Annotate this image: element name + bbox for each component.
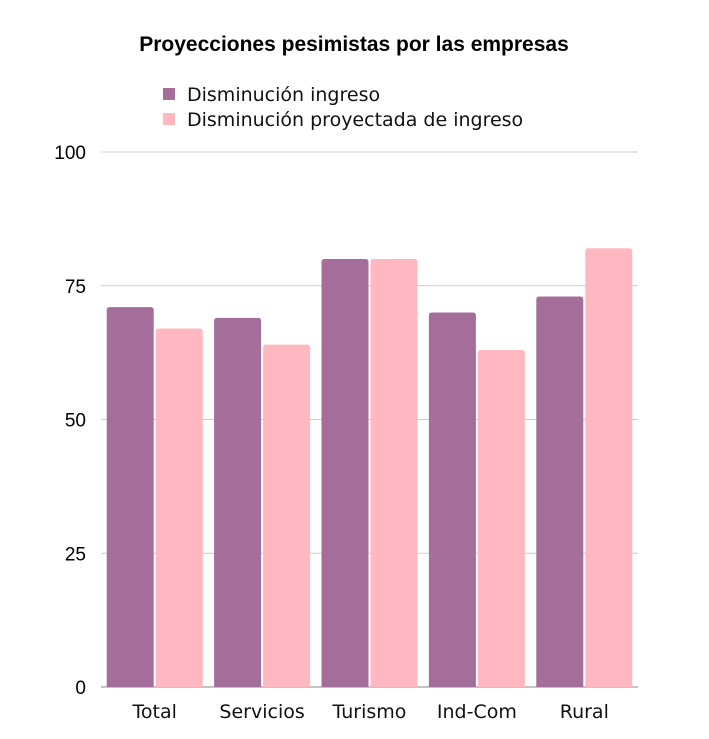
x-tick-label: Turismo	[332, 701, 407, 723]
legend-label-1: Disminución ingreso	[187, 84, 380, 106]
legend-label-2: Disminución proyectada de ingreso	[187, 109, 523, 131]
bar-2-turismo	[370, 259, 418, 687]
bars	[106, 248, 633, 688]
x-tick-label: Ind-Com	[437, 701, 517, 723]
x-axis-labels: Total Servicios Turismo Ind-Com Rural	[132, 701, 609, 723]
x-tick-label: Total	[132, 701, 177, 723]
y-tick-label: 0	[75, 678, 86, 699]
bar-1-total	[106, 307, 154, 687]
bar-2-ind-com	[477, 349, 525, 687]
chart-title: Proyecciones pesimistas por las empresas	[139, 33, 569, 56]
legend-item-2: Disminución proyectada de ingreso	[163, 109, 523, 131]
y-axis-ticks: 0 25 50 75 100	[54, 143, 86, 699]
bar-1-rural	[536, 296, 584, 687]
bar-1-ind-com	[428, 312, 476, 687]
y-tick-label: 25	[65, 544, 86, 565]
bar-1-turismo	[321, 259, 369, 687]
x-tick-label: Servicios	[219, 701, 304, 723]
y-tick-label: 100	[54, 143, 86, 164]
legend-item-1: Disminución ingreso	[163, 84, 380, 106]
bar-1-servicios	[214, 317, 262, 687]
x-tick-label: Rural	[560, 701, 609, 723]
y-tick-label: 50	[65, 411, 86, 432]
bar-2-total	[155, 328, 203, 687]
y-tick-label: 75	[65, 277, 86, 298]
bar-2-rural	[585, 248, 633, 688]
legend: Disminución ingreso Disminución proyecta…	[163, 84, 523, 131]
bar-2-servicios	[263, 344, 311, 687]
legend-swatch-1	[163, 88, 175, 100]
legend-swatch-2	[163, 113, 175, 125]
